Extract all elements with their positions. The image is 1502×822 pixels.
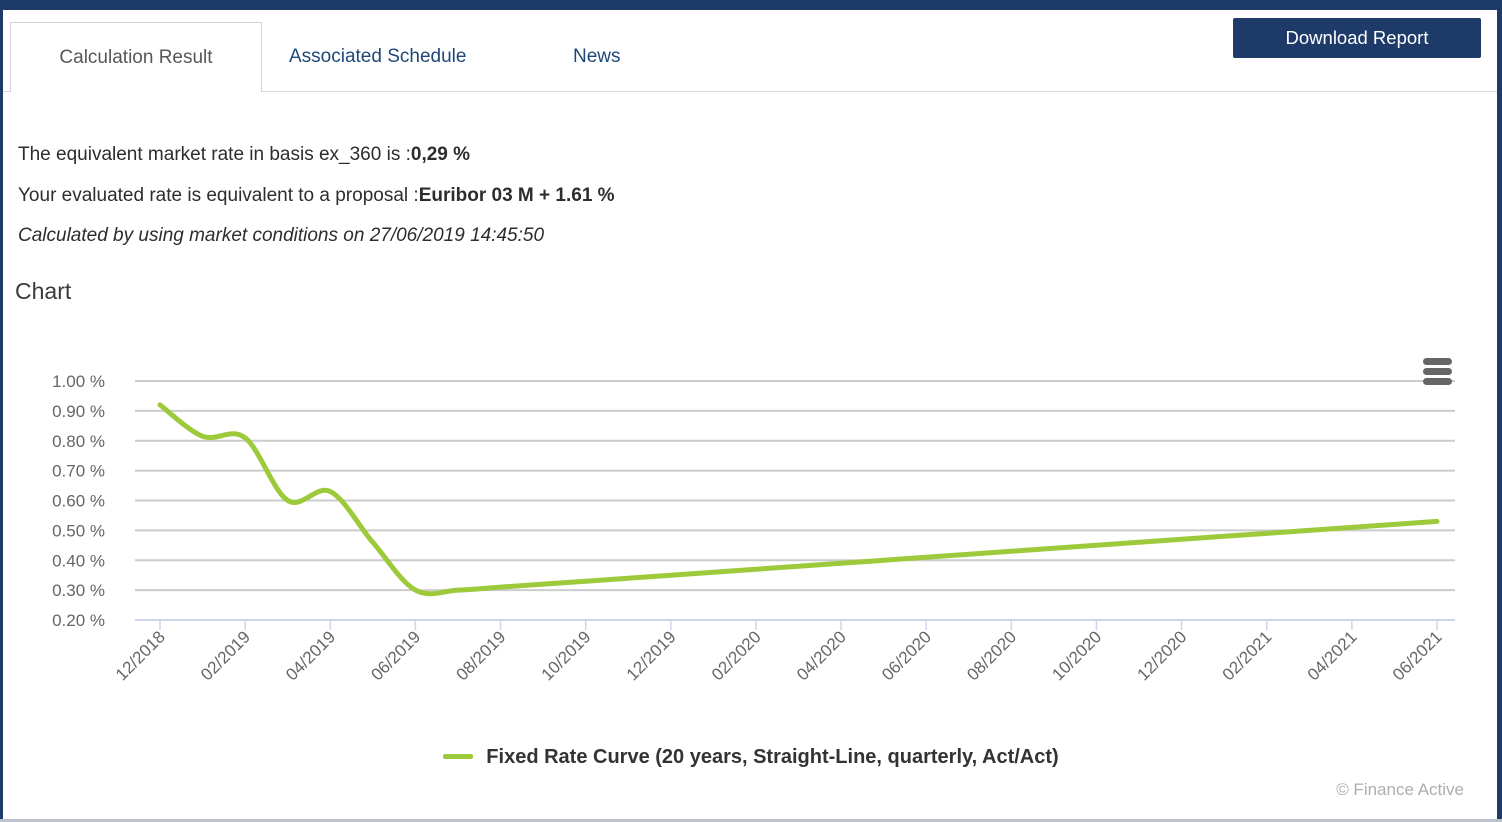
- chart-plot-area: 1.00 % 0.90 % 0.80 % 0.70 % 0.60 % 0.50 % 0.40…: [52, 372, 1455, 684]
- svg-text:08/2020: 08/2020: [963, 627, 1020, 684]
- svg-text:0.20 %: 0.20 %: [52, 611, 105, 630]
- proposal-line: Your evaluated rate is equivalent to a p…: [18, 185, 615, 207]
- proposal-text: Your evaluated rate is equivalent to a p…: [18, 185, 419, 206]
- svg-text:0.40 %: 0.40 %: [52, 551, 105, 570]
- chart-legend-item[interactable]: Fixed Rate Curve (20 years, Straight‑Lin…: [15, 746, 1487, 769]
- chart-heading: Chart: [15, 278, 72, 304]
- svg-text:08/2019: 08/2019: [452, 627, 509, 684]
- page-border-left: [0, 0, 3, 822]
- svg-text:04/2020: 04/2020: [793, 627, 850, 684]
- svg-text:0.50 %: 0.50 %: [52, 521, 105, 540]
- fixed-rate-curve-line: [157, 402, 1440, 597]
- tab-calculation-result-label: Calculation Result: [59, 46, 213, 68]
- rate-curve-chart: 1.00 % 0.90 % 0.80 % 0.70 % 0.60 % 0.50 % 0.40…: [15, 345, 1487, 745]
- svg-text:04/2021: 04/2021: [1304, 627, 1361, 684]
- svg-text:1.00 %: 1.00 %: [52, 372, 105, 391]
- market-rate-value: 0,29 %: [410, 144, 471, 165]
- chart-export-menu-icon[interactable]: [1423, 358, 1452, 388]
- tabbar-divider: [3, 91, 1497, 92]
- download-report-button[interactable]: Download Report: [1233, 18, 1481, 58]
- svg-text:02/2021: 02/2021: [1219, 627, 1276, 684]
- svg-text:12/2020: 12/2020: [1134, 627, 1191, 684]
- tab-news[interactable]: News: [573, 46, 621, 67]
- svg-text:06/2021: 06/2021: [1389, 627, 1446, 684]
- burger-bar: [1423, 358, 1452, 365]
- burger-bar: [1423, 378, 1452, 385]
- svg-text:06/2020: 06/2020: [878, 627, 935, 684]
- svg-text:0.80 %: 0.80 %: [52, 432, 105, 451]
- page-border-right: [1497, 0, 1502, 822]
- svg-text:12/2019: 12/2019: [623, 627, 680, 684]
- page-top-accent-bar: [0, 0, 1502, 10]
- svg-text:10/2019: 10/2019: [538, 627, 595, 684]
- svg-text:12/2018: 12/2018: [112, 627, 169, 684]
- legend-series-label: Fixed Rate Curve (20 years, Straight‑Lin…: [486, 746, 1059, 768]
- svg-text:0.70 %: 0.70 %: [52, 462, 105, 481]
- market-rate-line: The equivalent market rate in basis ex_3…: [18, 144, 470, 166]
- svg-text:02/2019: 02/2019: [197, 627, 254, 684]
- market-rate-text: The equivalent market rate in basis ex_3…: [18, 144, 411, 165]
- proposal-value: Euribor 03 M + 1.61 %: [418, 185, 615, 206]
- svg-text:02/2020: 02/2020: [708, 627, 765, 684]
- svg-text:0.30 %: 0.30 %: [52, 581, 105, 600]
- svg-text:0.90 %: 0.90 %: [52, 402, 105, 421]
- page-border-bottom: [0, 819, 1502, 822]
- tab-associated-schedule[interactable]: Associated Schedule: [289, 46, 467, 67]
- burger-bar: [1423, 368, 1452, 375]
- svg-text:10/2020: 10/2020: [1048, 627, 1105, 684]
- svg-text:0.60 %: 0.60 %: [52, 492, 105, 511]
- legend-line-swatch: [443, 753, 474, 759]
- calculation-timestamp-line: Calculated by using market conditions on…: [18, 225, 545, 246]
- copyright-label: © Finance Active: [1336, 780, 1464, 799]
- svg-text:06/2019: 06/2019: [367, 627, 424, 684]
- svg-text:04/2019: 04/2019: [282, 627, 339, 684]
- tab-calculation-result[interactable]: Calculation Result: [10, 22, 262, 92]
